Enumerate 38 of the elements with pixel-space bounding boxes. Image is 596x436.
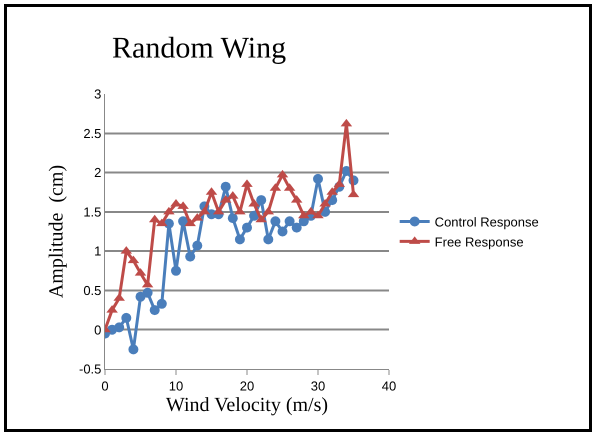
point (234, 234, 245, 244)
legend-label: Free Response (434, 234, 524, 250)
x-tick-label: 40 (382, 378, 396, 394)
point (142, 288, 153, 298)
point (192, 240, 202, 251)
point (156, 298, 167, 309)
y-axis-title: Amplitude (cm) (45, 164, 68, 298)
x-axis-title: Wind Velocity (m/s) (166, 394, 328, 416)
y-tick-label: 3 (94, 86, 102, 102)
x-tick-label: 10 (168, 378, 184, 394)
point (114, 322, 124, 332)
point (292, 222, 302, 233)
point (256, 195, 266, 206)
point (128, 344, 138, 354)
point (263, 234, 274, 244)
y-tick-label: 0 (94, 322, 102, 338)
y-tick-label: 2 (94, 165, 102, 180)
x-tick-label: 20 (240, 378, 254, 394)
point (284, 216, 295, 226)
point (121, 312, 132, 323)
y-tick-label: 0.5 (83, 282, 102, 298)
point (228, 213, 238, 224)
y-tick-label: 2.5 (83, 126, 102, 141)
y-tick-label: 1 (94, 244, 102, 259)
point (150, 305, 160, 316)
y-tick-label: 1.5 (83, 204, 102, 220)
point (171, 266, 181, 276)
point (270, 216, 280, 226)
point (278, 226, 288, 236)
chart-title: Random Wing (112, 32, 286, 65)
point (242, 222, 252, 233)
x-tick-label: 30 (310, 378, 326, 394)
point (313, 174, 323, 184)
legend-label: Control Response (434, 214, 539, 230)
point (220, 182, 231, 192)
y-tick-label: -0.5 (78, 362, 102, 377)
point (185, 252, 196, 262)
point (178, 216, 188, 226)
